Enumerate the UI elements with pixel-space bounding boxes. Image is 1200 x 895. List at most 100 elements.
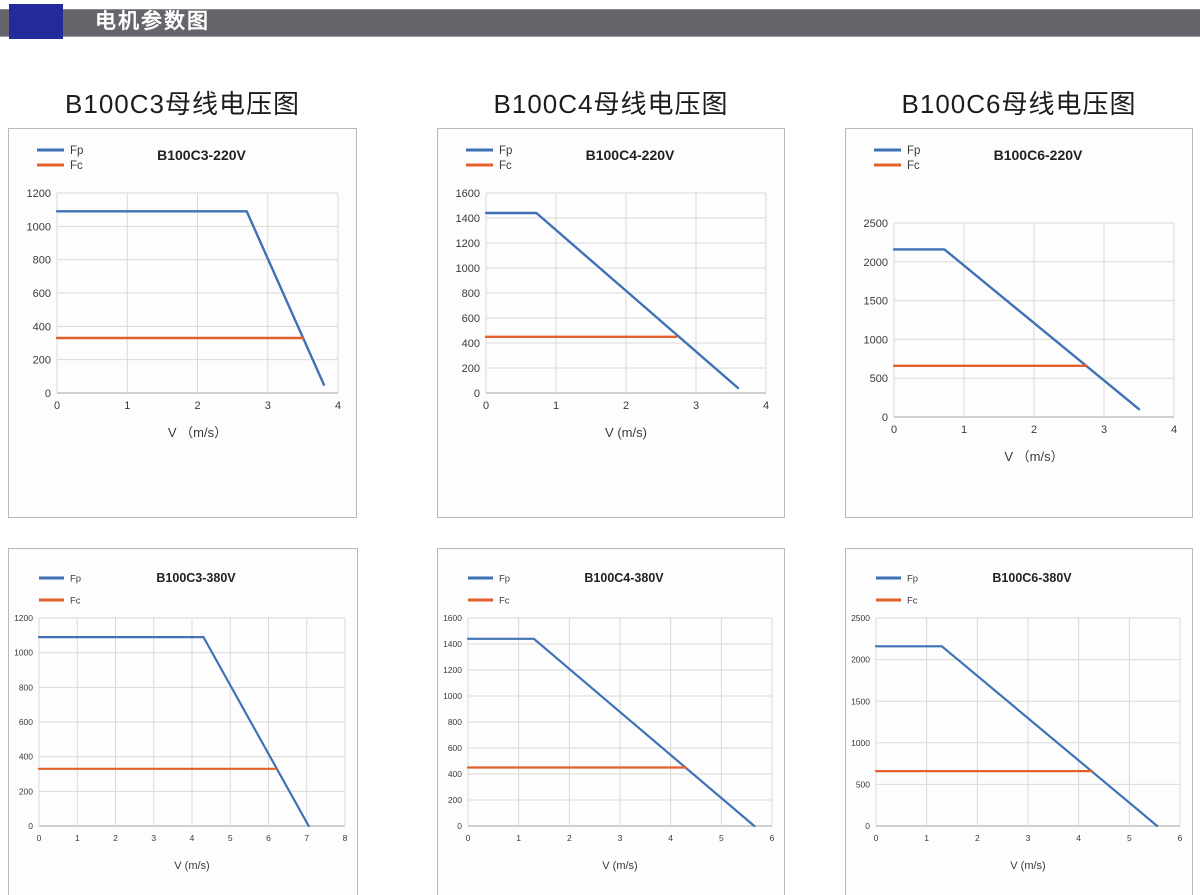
y-tick-label: 2500 [851,613,870,623]
y-tick-label: 2500 [864,218,888,230]
x-tick-label: 5 [1127,833,1132,843]
x-tick-label: 0 [466,833,471,843]
series-line-fp [37,635,310,828]
page-title: 电机参数图 [95,10,210,33]
y-tick-label: 400 [19,752,33,762]
y-tick-label: 1000 [443,691,462,701]
y-tick-label: 800 [19,682,33,692]
chart-b100c4-380v: 0 200 400 600 800 1000 1200 1400 1600 0 1 2 3 4 5 6 Fp Fc… [443,571,775,872]
x-tick-label: 4 [1171,424,1177,436]
legend-label-fp: Fp [499,145,512,157]
y-tick-label: 400 [448,769,462,779]
x-tick-label: 2 [1031,424,1037,436]
x-tick-label: 4 [335,400,341,412]
chart-title: B100C4-380V [584,571,664,585]
y-tick-label: 1600 [456,188,480,200]
y-tick-label: 1200 [27,188,51,200]
y-tick-label: 400 [33,321,51,333]
chart-b100c6-220v: 0 500 1000 1500 2000 2500 0 1 2 3 4 Fp Fc B100C6-220V… [864,145,1178,464]
series-line-fp [892,248,1141,411]
y-tick-label: 1000 [14,648,33,658]
y-tick-label: 500 [856,779,870,789]
legend-label-fc: Fc [499,160,512,172]
x-axis-label: V (m/s) [602,860,637,872]
y-tick-label: 0 [865,821,870,831]
y-tick-label: 1600 [443,613,462,623]
x-tick-label: 2 [194,400,200,412]
y-tick-label: 800 [33,255,51,267]
x-tick-label: 7 [304,833,309,843]
x-tick-label: 4 [1076,833,1081,843]
chart-card-b100c3-380v: 0 200 400 600 800 1000 1200 0 1 2 3 4 5 6 7 8 Fp Fc B100C3… [8,548,358,895]
legend-label-fc: Fc [70,160,83,172]
y-tick-label: 400 [462,338,480,350]
header-accent-block [9,4,63,39]
x-tick-label: 0 [891,424,897,436]
x-tick-label: 3 [265,400,271,412]
x-axis-label: V (m/s) [174,860,209,872]
legend-label-fp: Fp [907,145,920,157]
x-axis-label: V (m/s) [1010,860,1045,872]
chart-card-b100c4-220v: 0 200 400 600 800 1000 1200 1400 1600 0 1 2 3 4 Fp Fc B1… [437,128,785,518]
x-tick-label: 2 [567,833,572,843]
x-tick-label: 4 [668,833,673,843]
x-tick-label: 1 [924,833,929,843]
y-tick-label: 1400 [456,213,480,225]
x-tick-label: 4 [190,833,195,843]
x-tick-label: 0 [483,400,489,412]
y-tick-label: 1000 [456,263,480,275]
y-tick-label: 2000 [864,257,888,269]
x-tick-label: 6 [770,833,775,843]
x-tick-label: 0 [54,400,60,412]
x-tick-label: 1 [553,400,559,412]
y-tick-label: 1400 [443,639,462,649]
x-tick-label: 1 [516,833,521,843]
x-tick-label: 6 [1178,833,1183,843]
chart-title: B100C6-220V [994,147,1083,163]
x-tick-label: 3 [693,400,699,412]
chart-card-b100c6-220v: 0 500 1000 1500 2000 2500 0 1 2 3 4 Fp Fc B100C6-220V… [845,128,1193,518]
series-line-fp [484,211,740,390]
x-tick-label: 5 [719,833,724,843]
y-tick-label: 800 [462,288,480,300]
legend-label-fc: Fc [907,595,918,606]
series-line-fp [466,637,756,828]
chart-b100c6-380v: 0 500 1000 1500 2000 2500 0 1 2 3 4 5 6 Fp Fc B100C6-38… [851,571,1183,872]
y-tick-label: 200 [462,363,480,375]
x-tick-label: 2 [975,833,980,843]
y-tick-label: 1200 [443,665,462,675]
y-tick-label: 1000 [851,738,870,748]
chart-b100c3-380v: 0 200 400 600 800 1000 1200 0 1 2 3 4 5 6 7 8 Fp Fc B100C3… [14,571,348,872]
x-tick-label: 1 [124,400,130,412]
x-tick-label: 0 [874,833,879,843]
legend-label-fc: Fc [907,160,920,172]
y-tick-label: 2000 [851,655,870,665]
x-tick-label: 3 [618,833,623,843]
chart-title: B100C6-380V [992,571,1072,585]
section-title-b100c6: B100C6母线电压图 [901,89,1137,119]
x-axis-label: V （m/s） [168,425,227,440]
section-title-b100c4: B100C4母线电压图 [493,89,729,119]
x-tick-label: 3 [151,833,156,843]
x-tick-label: 6 [266,833,271,843]
y-tick-label: 0 [882,412,888,424]
y-tick-label: 600 [462,313,480,325]
legend-label-fp: Fp [907,573,918,584]
y-tick-label: 600 [33,288,51,300]
y-tick-label: 1200 [14,613,33,623]
header-bar [0,9,1200,37]
legend-label-fc: Fc [70,595,81,606]
y-tick-label: 200 [33,355,51,367]
chart-card-b100c4-380v: 0 200 400 600 800 1000 1200 1400 1600 0 1 2 3 4 5 6 Fp Fc… [437,548,785,895]
chart-title: B100C3-380V [156,571,236,585]
chart-card-b100c6-380v: 0 500 1000 1500 2000 2500 0 1 2 3 4 5 6 Fp Fc B100C6-38… [845,548,1193,895]
x-tick-label: 2 [623,400,629,412]
x-tick-label: 1 [75,833,80,843]
y-tick-label: 1200 [456,238,480,250]
x-tick-label: 3 [1026,833,1031,843]
chart-b100c3-220v: 0 200 400 600 800 1000 1200 0 1 2 3 4 Fp Fc B100C3-220… [27,145,342,440]
y-tick-label: 1000 [864,334,888,346]
chart-title: B100C4-220V [586,147,675,163]
x-tick-label: 5 [228,833,233,843]
